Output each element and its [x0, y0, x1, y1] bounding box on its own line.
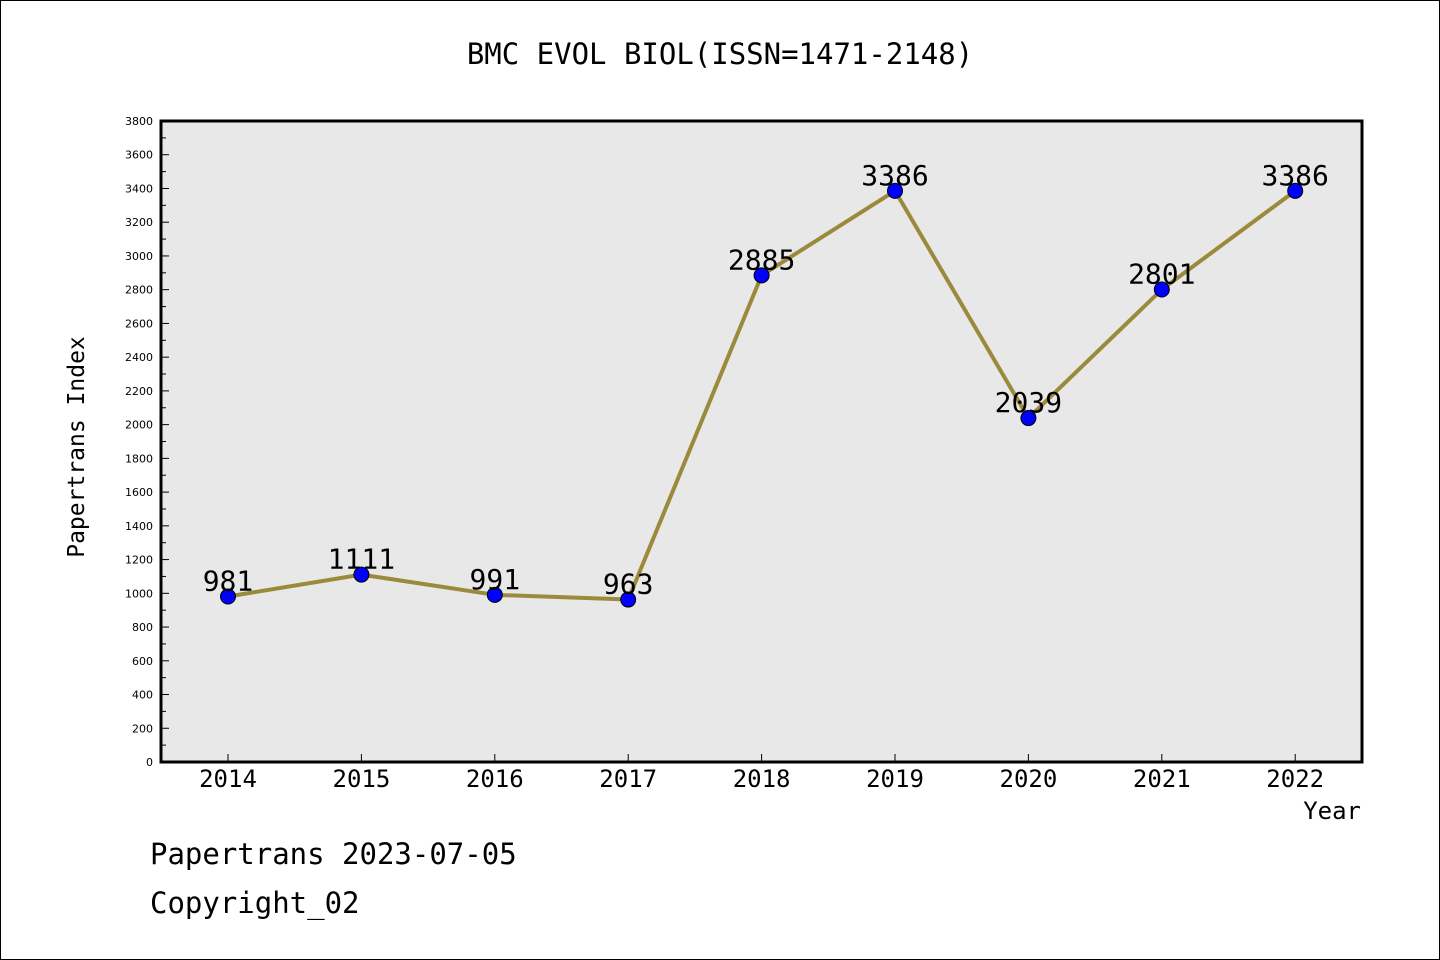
- data-point: [220, 588, 236, 605]
- data-label: 981: [203, 565, 254, 598]
- data-label: 3386: [861, 159, 928, 192]
- data-label: 1111: [328, 543, 395, 576]
- x-tick-label: 2020: [1000, 765, 1058, 793]
- data-point: [486, 586, 503, 603]
- data-label: 3386: [1261, 159, 1328, 192]
- x-tick-label: 2016: [466, 765, 524, 793]
- y-tick-label: 1400: [125, 520, 153, 533]
- x-tick-label: 2017: [599, 765, 657, 793]
- data-label: 963: [603, 568, 654, 601]
- y-tick-label: 1000: [125, 587, 153, 600]
- y-tick-label: 200: [132, 722, 153, 735]
- data-label: 2801: [1128, 258, 1195, 291]
- data-point: [1153, 281, 1170, 298]
- y-axis-ticks: 0 200 400 600 800 1000 1200 1400 1600 1800 2000 220…: [125, 115, 169, 769]
- y-tick-label: 3800: [125, 115, 153, 128]
- footer-date-text: Papertrans 2023-07-05: [150, 837, 517, 871]
- x-tick-label: 2018: [733, 765, 791, 793]
- y-tick-label: 0: [146, 756, 153, 769]
- y-tick-label: 2400: [125, 351, 153, 364]
- y-tick-label: 3600: [125, 149, 153, 162]
- y-tick-label: 400: [132, 689, 153, 702]
- x-axis-label: Year: [1303, 797, 1361, 825]
- y-tick-label: 2000: [125, 419, 153, 432]
- x-tick-label: 2015: [333, 765, 391, 793]
- data-point: [887, 182, 903, 199]
- plot-area: [159, 119, 1364, 764]
- chart-title: BMC EVOL BIOL(ISSN=1471-2148): [466, 37, 974, 71]
- y-tick-label: 600: [132, 655, 153, 668]
- y-tick-label: 1200: [125, 554, 153, 567]
- y-tick-label: 1600: [125, 486, 153, 499]
- x-tick-label: 2014: [199, 765, 257, 793]
- data-label: 2039: [995, 386, 1062, 419]
- data-label: 991: [470, 563, 521, 596]
- y-tick-label: 3200: [125, 216, 153, 229]
- data-point: [753, 267, 770, 284]
- data-point: [1020, 410, 1037, 427]
- x-tick-label: 2019: [866, 765, 924, 793]
- data-point: [353, 566, 370, 583]
- points-group: [220, 182, 1304, 608]
- y-tick-label: 2800: [125, 284, 153, 297]
- x-axis-ticks: 2014 2015 2016 2017 2018 2019 2020 2021 2022: [199, 754, 1324, 793]
- y-tick-label: 800: [132, 621, 153, 634]
- footer-copyright-text: Copyright_02: [150, 886, 360, 920]
- y-tick-label: 2200: [125, 385, 153, 398]
- y-tick-label: 3400: [125, 182, 153, 195]
- x-tick-label: 2021: [1133, 765, 1191, 793]
- data-point: [620, 591, 637, 608]
- y-tick-label: 1800: [125, 452, 153, 465]
- y-tick-label: 3000: [125, 250, 153, 263]
- data-point: [1287, 182, 1304, 199]
- x-tick-label: 2022: [1266, 765, 1324, 793]
- data-label: 2885: [728, 243, 795, 276]
- y-tick-label: 2600: [125, 317, 153, 330]
- data-labels-group: 981 1111 991 963 2885 3386 2039 2801 3386: [203, 159, 1329, 601]
